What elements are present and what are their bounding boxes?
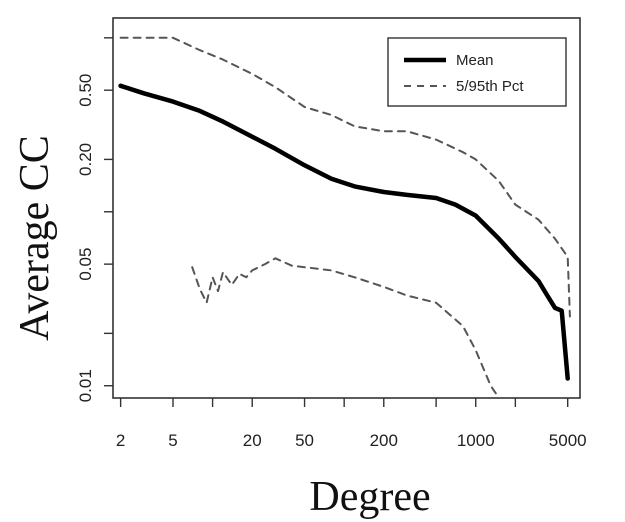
y-tick-label: 0.05 [76,248,95,281]
legend: Mean 5/95th Pct [387,37,567,107]
x-tick-label: 5000 [549,431,587,450]
x-tick-label: 5 [168,431,177,450]
y-axis: 0.01 0.05 0.20 0.50 [76,37,113,402]
y-tick-label: 0.01 [76,369,95,402]
series-line-mean [118,83,570,381]
x-tick-label: 20 [243,431,262,450]
x-tick-label: 200 [370,431,398,450]
x-axis-label: Degree [309,474,430,520]
y-axis-label: Average CC [12,135,58,341]
series-line-pct-2 [191,257,500,398]
x-tick-label: 50 [295,431,314,450]
x-tick-label: 1000 [457,431,495,450]
series-group [118,36,571,398]
x-tick-label: 2 [116,431,125,450]
plot-border [112,17,581,399]
legend-label: Mean [456,52,494,69]
series-line-pct-1 [119,36,571,318]
y-tick-label: 0.20 [76,143,95,176]
legend-box [387,37,567,107]
y-tick-label: 0.50 [76,74,95,107]
x-axis: 2 5 20 50 200 1000 5000 [116,398,587,450]
plot-frame [112,17,581,399]
legend-label: 5/95th Pct [456,78,524,95]
